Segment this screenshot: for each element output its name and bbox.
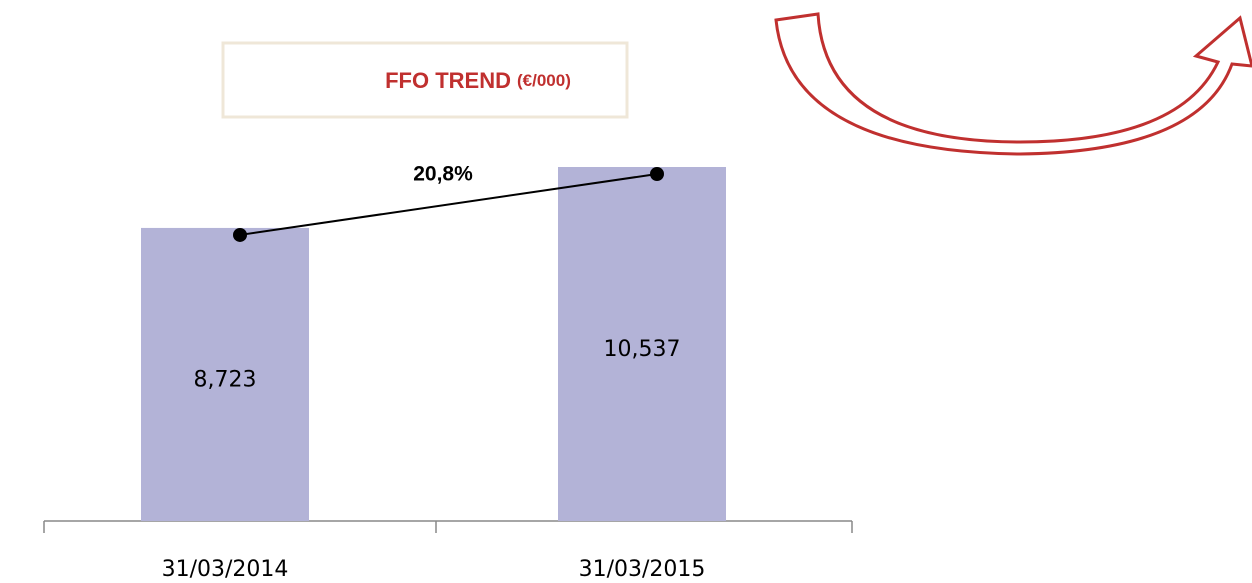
x-tick-label: 31/03/2015	[579, 557, 706, 582]
value-label: 8,723	[194, 367, 257, 392]
marker	[650, 167, 664, 181]
trend-line	[239, 173, 658, 236]
bar	[141, 227, 309, 521]
title-box	[221, 41, 629, 119]
trend-arrow	[774, 12, 1252, 156]
value-label: 10,537	[604, 337, 681, 362]
x-tick-label: 31/03/2014	[162, 557, 289, 582]
bar	[558, 167, 726, 521]
title-unit: (€/000)	[517, 71, 571, 90]
marker	[233, 227, 247, 242]
chart-title: FFO TREND (€/000)	[385, 68, 571, 93]
annotation: 20,8%	[413, 163, 473, 186]
title-text: FFO TREND	[385, 68, 511, 93]
